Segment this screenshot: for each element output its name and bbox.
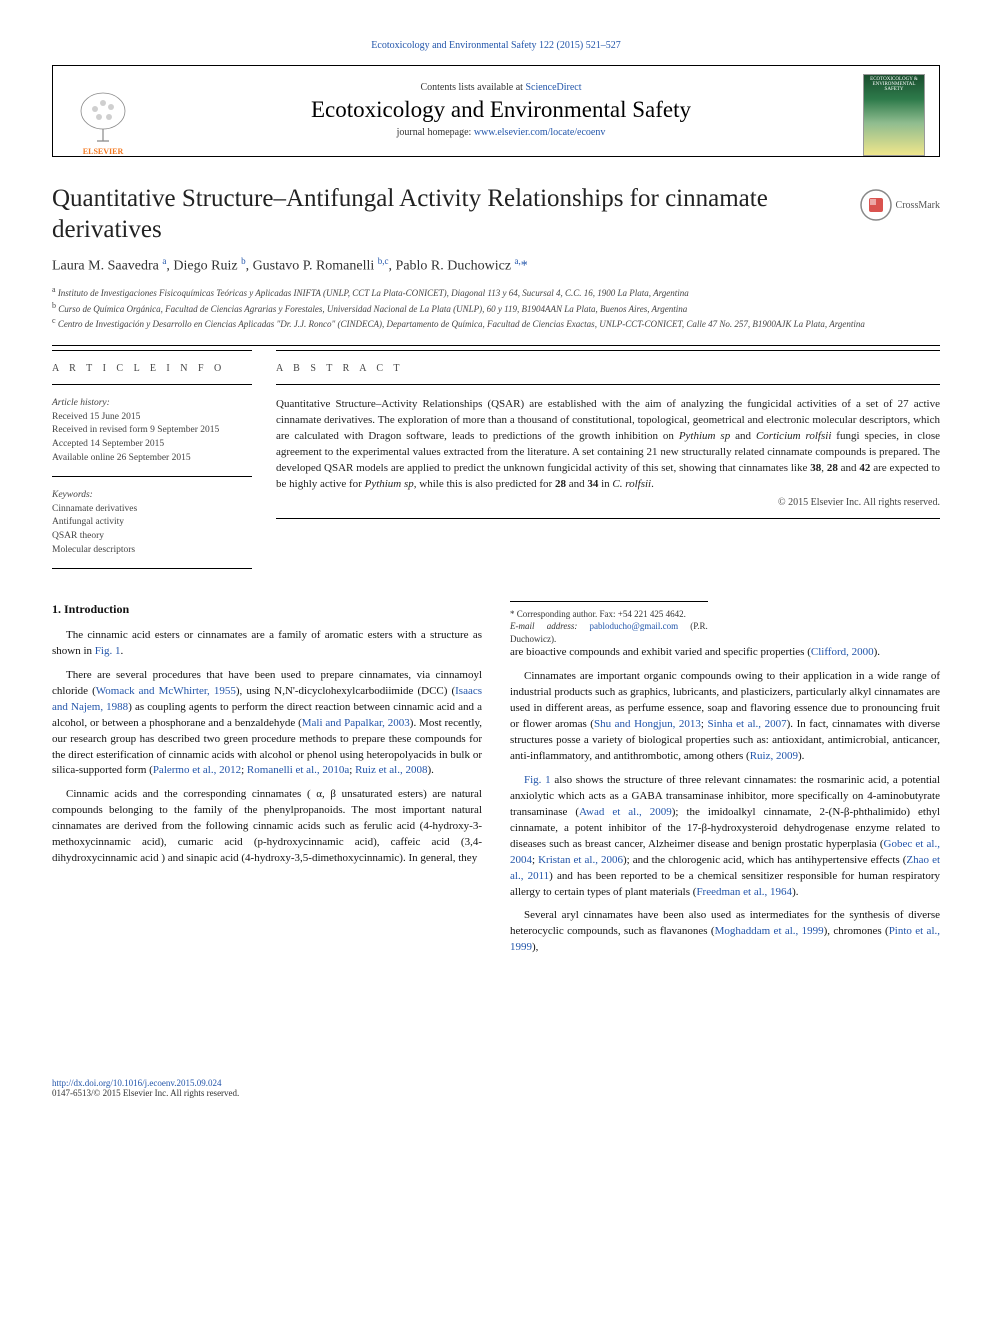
article-history: Article history: Received 15 June 2015 R… <box>52 397 252 466</box>
divider <box>276 384 940 385</box>
figure-link[interactable]: Fig. 1 <box>524 774 551 786</box>
citation-link[interactable]: Womack and McWhirter, 1955 <box>96 685 236 697</box>
crossmark-icon <box>860 189 892 221</box>
elsevier-label: ELSEVIER <box>83 147 123 156</box>
running-header-link[interactable]: Ecotoxicology and Environmental Safety 1… <box>371 40 620 51</box>
journal-cover-thumbnail: ECOTOXICOLOGY & ENVIRONMENTAL SAFETY <box>863 74 925 156</box>
citation-link[interactable]: Freedman et al., 1964 <box>696 886 792 898</box>
abstract-copyright: © 2015 Elsevier Inc. All rights reserved… <box>276 497 940 508</box>
crossmark-badge[interactable]: CrossMark <box>860 189 940 221</box>
divider <box>52 476 252 477</box>
affiliation-b: Curso de Química Orgánica, Facultad de C… <box>56 304 687 314</box>
citation-link[interactable]: Palermo et al., 2012 <box>153 764 241 776</box>
citation-link[interactable]: Awad et al., 2009 <box>579 806 672 818</box>
article-info-column: A R T I C L E I N F O Article history: R… <box>52 350 252 581</box>
citation-link[interactable]: Moghaddam et al., 1999 <box>715 925 824 937</box>
divider <box>52 568 252 569</box>
journal-name: Ecotoxicology and Environmental Safety <box>311 97 691 122</box>
divider <box>52 345 940 346</box>
section-heading-1: 1. Introduction <box>52 601 482 618</box>
accepted-date: Accepted 14 September 2015 <box>52 439 164 449</box>
keywords-block: Keywords: Cinnamate derivatives Antifung… <box>52 489 252 558</box>
corresponding-notes: * Corresponding author. Fax: +54 221 425… <box>510 601 708 646</box>
keyword: Antifungal activity <box>52 517 124 527</box>
sciencedirect-link[interactable]: ScienceDirect <box>525 82 581 93</box>
email-label: E-mail address: <box>510 621 590 631</box>
author-3-aff: b,c <box>378 256 389 266</box>
body-paragraph: Cinnamic acids and the corresponding cin… <box>52 787 482 867</box>
abstract-text: Quantitative Structure–Activity Relation… <box>276 397 940 493</box>
keywords-label: Keywords: <box>52 490 93 500</box>
doi-link[interactable]: http://dx.doi.org/10.1016/j.ecoenv.2015.… <box>52 1078 222 1088</box>
abstract-label: A B S T R A C T <box>276 363 940 374</box>
elsevier-logo: ELSEVIER <box>67 74 139 156</box>
citation-link[interactable]: Mali and Papalkar, 2003 <box>302 717 410 729</box>
citation-link[interactable]: Ruiz et al., 2008 <box>355 764 427 776</box>
affiliation-a: Instituto de Investigaciones Fisicoquími… <box>56 288 689 298</box>
corresponding-author-mark[interactable]: * <box>521 258 528 273</box>
history-label: Article history: <box>52 398 110 408</box>
authors-line: Laura M. Saavedra a, Diego Ruiz b, Gusta… <box>52 256 940 275</box>
received-date: Received 15 June 2015 <box>52 412 140 422</box>
elsevier-tree-icon <box>73 91 133 147</box>
corresponding-author-note: * Corresponding author. Fax: +54 221 425… <box>510 608 708 621</box>
body-paragraph: Several aryl cinnamates have been also u… <box>510 908 940 956</box>
body-paragraph: are bioactive compounds and exhibit vari… <box>510 645 940 661</box>
citation-link[interactable]: Clifford, 2000 <box>811 646 874 658</box>
article-info-label: A R T I C L E I N F O <box>52 363 252 374</box>
affiliation-c: Centro de Investigación y Desarrollo en … <box>56 319 865 329</box>
body-paragraph: The cinnamic acid esters or cinnamates a… <box>52 628 482 660</box>
homepage-line: journal homepage: www.elsevier.com/locat… <box>139 125 863 148</box>
email-link[interactable]: pabloducho@gmail.com <box>590 621 679 631</box>
author-4: Pablo R. Duchowicz <box>396 258 515 273</box>
citation-link[interactable]: Romanelli et al., 2010a <box>247 764 349 776</box>
running-header: Ecotoxicology and Environmental Safety 1… <box>52 40 940 51</box>
citation-link[interactable]: Sinha et al., 2007 <box>708 718 787 730</box>
author-3: Gustavo P. Romanelli <box>253 258 378 273</box>
citation-link[interactable]: Shu and Hongjun, 2013 <box>594 718 701 730</box>
contents-prefix: Contents lists available at <box>420 82 525 93</box>
crossmark-label: CrossMark <box>896 200 940 211</box>
affiliations: a Instituto de Investigaciones Fisicoquí… <box>52 284 940 331</box>
keyword: QSAR theory <box>52 531 104 541</box>
cover-text: ECOTOXICOLOGY & ENVIRONMENTAL SAFETY <box>870 77 918 92</box>
citation-link[interactable]: Ruiz, 2009 <box>750 750 798 762</box>
journal-header-box: ELSEVIER Contents lists available at Sci… <box>52 65 940 157</box>
issn-copyright: 0147-6513/© 2015 Elsevier Inc. All right… <box>52 1088 940 1098</box>
online-date: Available online 26 September 2015 <box>52 453 191 463</box>
abstract-column: A B S T R A C T Quantitative Structure–A… <box>276 350 940 581</box>
body-paragraph: There are several procedures that have b… <box>52 668 482 780</box>
contents-line: Contents lists available at ScienceDirec… <box>139 82 863 93</box>
citation-link[interactable]: Kristan et al., 2006 <box>538 854 623 866</box>
body-two-column: 1. Introduction The cinnamic acid esters… <box>52 601 940 1068</box>
body-paragraph: Cinnamates are important organic compoun… <box>510 669 940 765</box>
body-paragraph: Fig. 1 also shows the structure of three… <box>510 773 940 901</box>
divider <box>276 518 940 519</box>
author-1: Laura M. Saavedra <box>52 258 162 273</box>
figure-link[interactable]: Fig. 1 <box>95 645 121 657</box>
keyword: Cinnamate derivatives <box>52 504 137 514</box>
divider <box>52 384 252 385</box>
keyword: Molecular descriptors <box>52 545 135 555</box>
homepage-prefix: journal homepage: <box>397 127 474 138</box>
revised-date: Received in revised form 9 September 201… <box>52 425 219 435</box>
homepage-link[interactable]: www.elsevier.com/locate/ecoenv <box>474 127 606 138</box>
article-title: Quantitative Structure–Antifungal Activi… <box>52 183 844 246</box>
author-2: Diego Ruiz <box>173 258 241 273</box>
page-footer: http://dx.doi.org/10.1016/j.ecoenv.2015.… <box>52 1078 940 1098</box>
